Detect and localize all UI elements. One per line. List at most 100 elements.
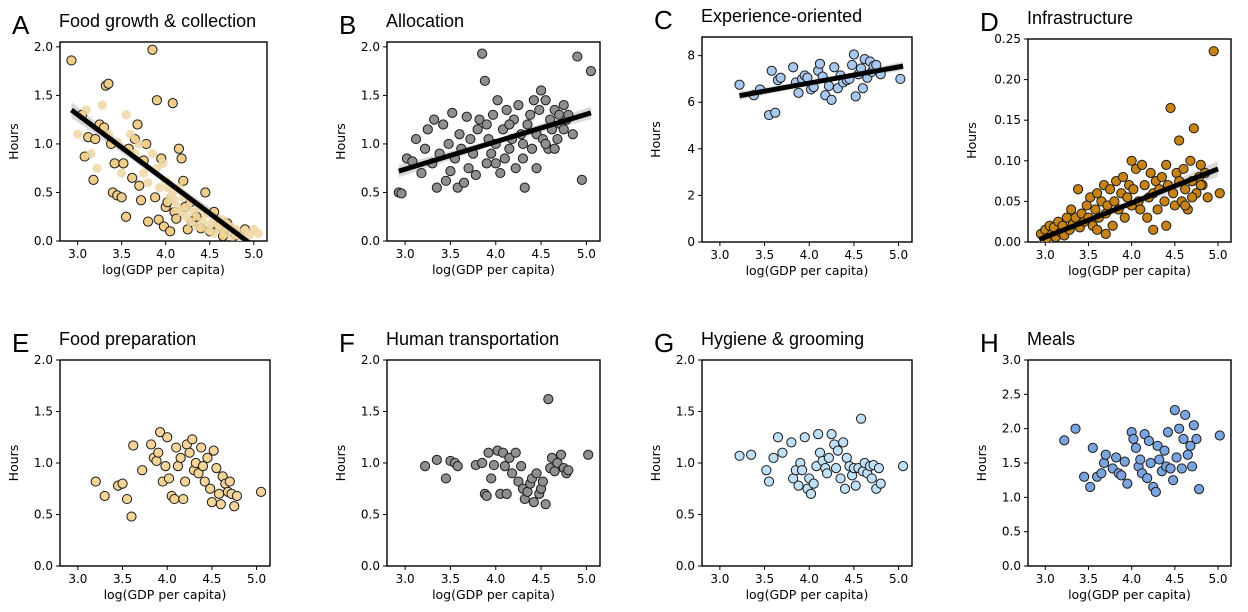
data-point [171, 213, 182, 224]
x-tick-label: 3.0 [710, 572, 729, 586]
x-tick-label: 3.5 [1079, 248, 1098, 262]
data-point [835, 473, 846, 484]
data-point [445, 166, 456, 177]
y-tick-label: 3.0 [1002, 353, 1021, 367]
y-tick-label: 0.0 [676, 559, 695, 573]
y-tick-label: 2.0 [34, 40, 53, 54]
y-tick-label: 0.5 [34, 508, 53, 522]
y-tick-label: 0.0 [361, 559, 380, 573]
data-point [99, 490, 110, 502]
y-tick-label: 1.5 [361, 88, 380, 102]
data-point [796, 465, 808, 476]
data-point [162, 432, 173, 443]
y-tick-label: 4 [687, 142, 695, 156]
data-point [1135, 204, 1146, 215]
data-point [486, 473, 497, 484]
x-tick-label: 4.5 [1165, 248, 1184, 262]
data-point [826, 429, 837, 440]
data-point [1070, 423, 1081, 434]
data-point [808, 478, 819, 489]
y-tick-label: 0.5 [34, 185, 53, 199]
data-point [1156, 171, 1167, 183]
data-point [208, 445, 219, 456]
data-point [73, 129, 83, 139]
x-axis-label: log(GDP per capita) [746, 263, 869, 278]
data-point [147, 149, 158, 159]
data-point [447, 107, 458, 118]
data-point [537, 476, 548, 487]
y-tick-label: 0.0 [1002, 559, 1021, 573]
panel-title: Meals [1027, 329, 1075, 349]
data-point [513, 476, 524, 487]
data-point [1180, 184, 1191, 195]
data-point [552, 133, 563, 145]
data-point [1128, 433, 1139, 445]
y-axis-label: Hours [974, 445, 989, 482]
y-tick-label: 0.10 [994, 154, 1021, 168]
data-point [88, 174, 99, 185]
x-axis-label: log(GDP per capita) [1068, 263, 1191, 278]
data-point [185, 216, 195, 227]
data-point [200, 187, 211, 198]
data-point [429, 114, 440, 125]
data-point [410, 133, 422, 145]
data-point [158, 158, 168, 168]
panel-letter: D [980, 7, 999, 37]
data-point [522, 119, 533, 130]
data-point [850, 91, 861, 102]
data-point [178, 493, 189, 505]
data-point [805, 488, 817, 499]
data-point [788, 62, 799, 73]
x-tick-label: 3.5 [113, 572, 132, 586]
data-point [443, 138, 454, 150]
data-point [1152, 204, 1163, 215]
data-point [839, 483, 851, 494]
data-point [470, 169, 481, 181]
data-point [178, 175, 189, 186]
data-point [86, 149, 96, 159]
data-point [1122, 478, 1133, 489]
data-point [183, 202, 193, 212]
x-tick-label: 3.0 [68, 572, 87, 586]
x-tick-label: 5.0 [889, 248, 908, 262]
x-tick-label: 3.0 [396, 572, 415, 586]
data-point [875, 478, 886, 489]
data-point [1079, 471, 1090, 482]
data-point [1187, 461, 1198, 472]
data-point [847, 59, 858, 71]
data-point [813, 429, 824, 440]
data-point [531, 163, 542, 174]
data-point [1161, 159, 1172, 170]
data-point [206, 497, 218, 508]
y-tick-label: 0.20 [994, 73, 1021, 87]
data-point [90, 476, 101, 487]
data-point [528, 95, 539, 106]
x-tick-label: 4.5 [202, 572, 221, 586]
data-point [121, 493, 133, 505]
y-tick-label: 1.5 [34, 88, 53, 102]
data-point [786, 437, 797, 448]
panel-letter: A [12, 10, 30, 40]
data-point [540, 499, 551, 510]
data-point [504, 119, 515, 130]
data-point [823, 80, 834, 92]
data-point [763, 476, 775, 487]
y-tick-label: 1.5 [676, 405, 695, 419]
data-point [1154, 454, 1165, 465]
data-point [567, 129, 578, 140]
data-point [1188, 420, 1199, 431]
data-point [1111, 452, 1122, 463]
data-point [199, 476, 210, 487]
y-tick-label: 0.5 [676, 508, 695, 522]
data-point [184, 447, 195, 458]
data-point [154, 183, 165, 193]
data-point [1139, 180, 1150, 191]
panel-h: H Meals 3.0 3.5 4.0 4.5 5.0 0.0 0.5 1.0 1.5 2.0 2.5 3… [974, 328, 1232, 602]
data-point [419, 143, 431, 154]
data-point [146, 439, 157, 450]
x-tick-label: 4.0 [486, 572, 505, 586]
data-point [572, 51, 583, 62]
data-point [832, 445, 843, 456]
data-point [1152, 440, 1163, 451]
data-point [1100, 449, 1111, 460]
